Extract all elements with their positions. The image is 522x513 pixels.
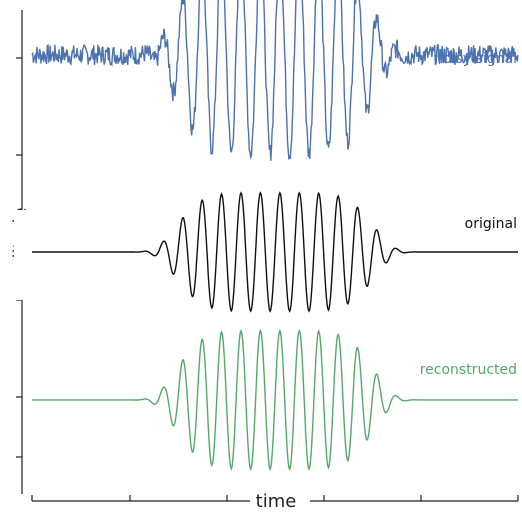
series-label-original: original [465, 216, 517, 232]
x-axis: time [31, 491, 519, 512]
y-axis-label-mask [14, 210, 30, 300]
series-line-original [32, 191, 518, 313]
series-label-reconstructed: reconstructed [420, 362, 517, 378]
x-axis-label: time [256, 491, 297, 512]
series-line-noisy-signal [31, 0, 519, 161]
series-label-noisy-signal: noisy signal [434, 51, 517, 67]
series-line-reconstructed [32, 328, 518, 471]
